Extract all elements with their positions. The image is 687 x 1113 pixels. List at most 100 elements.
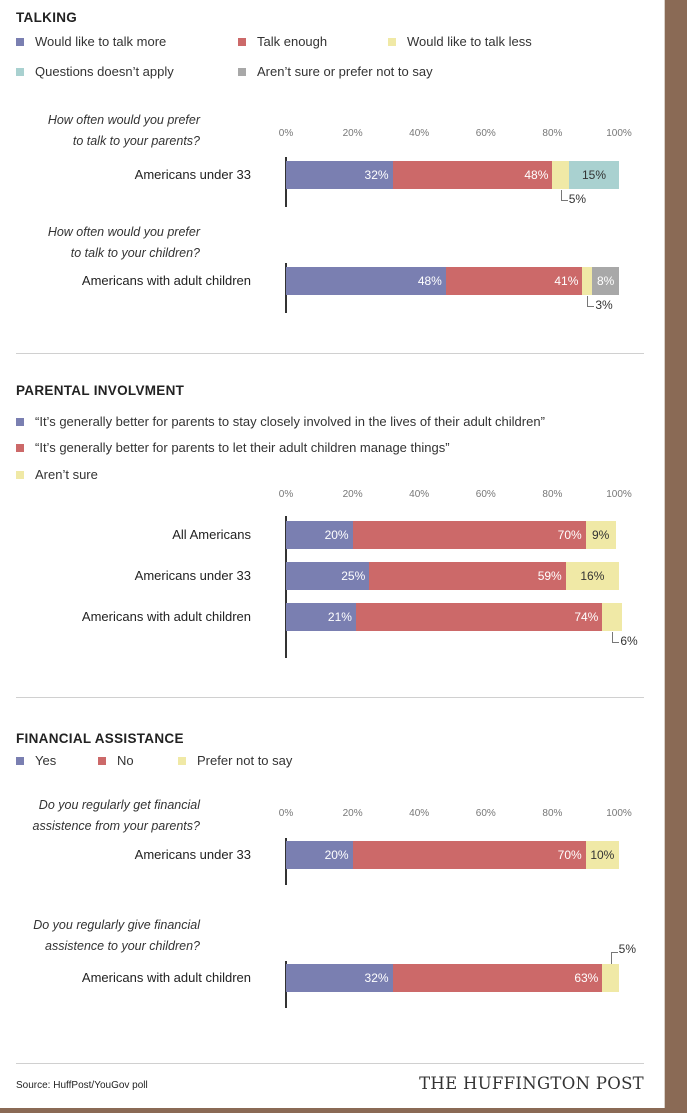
row-label: Americans under 33 xyxy=(134,847,251,862)
bar-segment xyxy=(565,562,619,590)
bar-value-label: 32% xyxy=(364,168,389,182)
bar-value-label: 48% xyxy=(524,168,549,182)
axis-tick-label: 60% xyxy=(475,489,496,500)
bar-value-label: 48% xyxy=(417,274,442,288)
legend-item: Aren’t sure xyxy=(16,467,98,482)
question-line: Do you regularly get financial assistenc… xyxy=(32,798,200,833)
legend-item: Would like to talk less xyxy=(388,34,532,49)
stacked-bar: 25% 59% 16% xyxy=(286,562,619,590)
bar-segment xyxy=(602,603,623,631)
section-divider xyxy=(16,697,644,698)
stacked-bar: 21% 74% xyxy=(286,603,623,631)
row-label: Americans with adult children xyxy=(81,970,251,985)
question-give-financial: Do you regularly give financial assisten… xyxy=(33,915,200,957)
axis-tick-label: 0% xyxy=(278,808,294,819)
axis-tick-label: 20% xyxy=(342,489,363,500)
legend-swatch xyxy=(238,67,246,76)
question-talk-children: How often would you prefer to talk to yo… xyxy=(48,222,200,264)
bar-value-label: 74% xyxy=(574,610,599,624)
axis-tick-label: 40% xyxy=(409,128,430,139)
callout-line xyxy=(560,190,568,201)
bar-value-label: 70% xyxy=(557,848,582,862)
bar-segment xyxy=(352,521,586,549)
axis-tick-label: 20% xyxy=(342,808,363,819)
bar-value-label: 20% xyxy=(324,528,349,542)
legend-label: Talk enough xyxy=(257,34,328,49)
axis-tick-label: 80% xyxy=(542,489,563,500)
row-label: Americans under 33 xyxy=(134,568,251,583)
callout-label: 6% xyxy=(620,634,638,648)
bar-segment xyxy=(286,964,393,992)
bar-value-label: 9% xyxy=(592,528,610,542)
legend-label: “It’s generally better for parents to st… xyxy=(35,414,545,429)
legend-label: Would like to talk more xyxy=(35,34,167,49)
stacked-bar: 32% 48% 15% xyxy=(286,161,619,189)
bar-segment xyxy=(286,841,353,869)
bar-value-label: 8% xyxy=(597,274,615,288)
legend-swatch xyxy=(16,470,24,479)
legend-label: No xyxy=(117,753,134,768)
legend-swatch xyxy=(16,417,24,426)
question-talk-parents: How often would you prefer to talk to yo… xyxy=(48,110,200,152)
bar-value-label: 25% xyxy=(341,569,366,583)
legend-item: “It’s generally better for parents to le… xyxy=(16,440,450,455)
bar-segment xyxy=(552,161,570,189)
section-title-talking: TALKING xyxy=(16,10,78,25)
row-label: Americans with adult children xyxy=(81,273,251,288)
callout-label: 3% xyxy=(595,298,613,312)
bar-value-label: 15% xyxy=(582,168,607,182)
stacked-bar: 32% 63% xyxy=(286,964,619,992)
axis-tick-label: 100% xyxy=(606,808,632,819)
bar-segment xyxy=(392,161,553,189)
callout-line xyxy=(587,296,595,307)
question-get-financial: Do you regularly get financial assistenc… xyxy=(33,795,200,837)
legend-label: Prefer not to say xyxy=(197,753,293,768)
row-label: Americans under 33 xyxy=(134,167,251,182)
axis-tick-label: 80% xyxy=(542,808,563,819)
axis-tick-label: 80% xyxy=(542,128,563,139)
bar-segment xyxy=(352,841,586,869)
axis-tick-label: 100% xyxy=(606,489,632,500)
bar-segment xyxy=(585,521,616,549)
callout-line xyxy=(612,632,620,643)
bar-segment xyxy=(369,562,566,590)
question-line: How often would you prefer to talk to yo… xyxy=(47,225,200,260)
legend-swatch xyxy=(16,37,24,46)
brand-logo: THE HUFFINGTON POST xyxy=(419,1074,644,1093)
bar-value-label: 20% xyxy=(324,848,349,862)
footer-divider xyxy=(16,1063,644,1064)
stacked-bar: 20% 70% 10% xyxy=(286,841,619,869)
bar-segment xyxy=(569,161,619,189)
legend-item: Talk enough xyxy=(238,34,327,49)
axis-tick-label: 60% xyxy=(475,128,496,139)
callout-line xyxy=(610,952,618,964)
bar-segment xyxy=(445,267,583,295)
bar-value-label: 10% xyxy=(590,848,615,862)
legend-swatch xyxy=(16,756,24,765)
section-title-parental: PARENTAL INVOLVMENT xyxy=(16,383,185,398)
bar-segment xyxy=(592,267,619,295)
bar-segment xyxy=(602,964,619,992)
axis-tick-label: 0% xyxy=(278,489,294,500)
row-label: Americans with adult children xyxy=(81,609,251,624)
infographic-card: TALKING Would like to talk more Talk eno… xyxy=(0,0,665,1108)
bar-segment xyxy=(286,161,393,189)
legend-item: Aren’t sure or prefer not to say xyxy=(238,64,433,79)
bar-value-label: 63% xyxy=(574,971,599,985)
legend-item: Yes xyxy=(16,753,56,768)
bar-segment xyxy=(286,603,356,631)
legend-swatch xyxy=(388,37,396,46)
axis-tick-label: 100% xyxy=(606,128,632,139)
legend-label: Questions doesn’t apply xyxy=(35,64,174,79)
section-divider xyxy=(16,353,644,354)
legend-swatch xyxy=(16,67,24,76)
section-title-financial: FINANCIAL ASSISTANCE xyxy=(16,731,184,746)
axis-tick-label: 60% xyxy=(475,808,496,819)
legend-item: Questions doesn’t apply xyxy=(16,64,174,79)
callout-label: 5% xyxy=(568,192,587,206)
bar-segment xyxy=(286,267,446,295)
axis-tick-label: 40% xyxy=(409,808,430,819)
bar-segment xyxy=(355,603,603,631)
legend-label: Would like to talk less xyxy=(407,34,532,49)
bar-segment xyxy=(286,562,370,590)
